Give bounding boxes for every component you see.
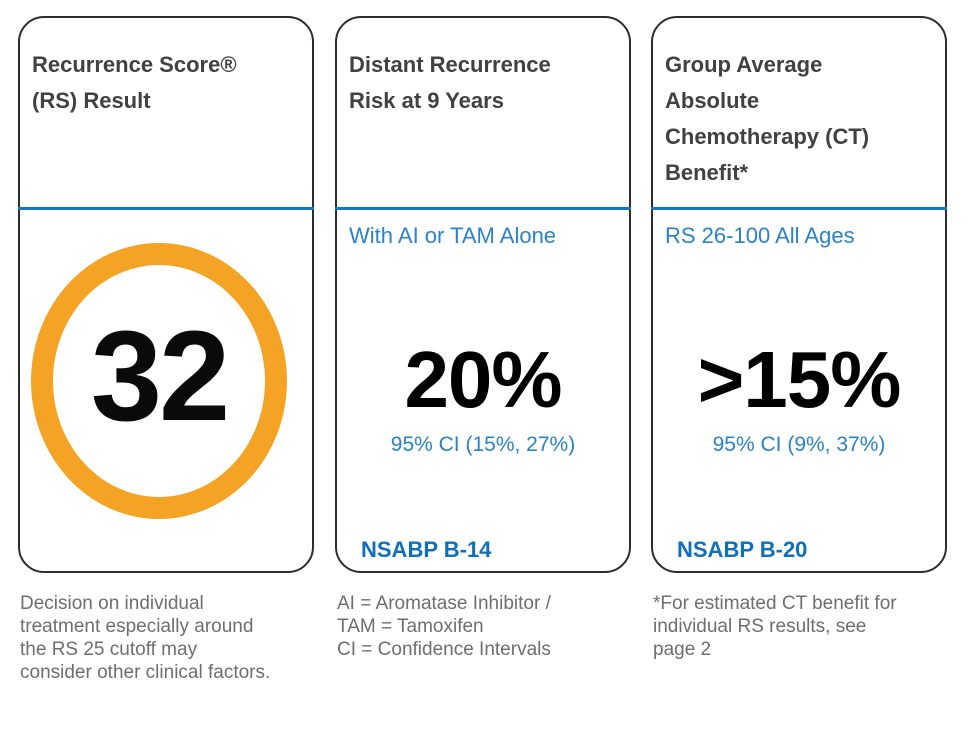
distant-recurrence-risk-value: 20% <box>404 335 562 424</box>
treatment-arm-label: With AI or TAM Alone <box>349 223 557 248</box>
score-circle-icon: 32 <box>31 243 287 519</box>
card-chemotherapy-benefit: Group Average Absolute Chemotherapy (CT)… <box>651 16 947 573</box>
distant-recurrence-title: Distant Recurrence Risk at 9 Years <box>349 52 551 113</box>
footnote-clinical-factors: Decision on individual treatment especia… <box>20 593 271 683</box>
chemotherapy-benefit-title: Group Average Absolute Chemotherapy (CT)… <box>665 52 870 185</box>
card-distant-recurrence-risk: Distant Recurrence Risk at 9 Years With … <box>335 16 631 573</box>
study-reference: NSABP B-14 <box>361 537 492 562</box>
card-divider <box>335 207 631 210</box>
recurrence-score-value: 32 <box>90 305 230 448</box>
rs-group-label: RS 26-100 All Ages <box>665 223 855 248</box>
card-divider <box>651 207 947 210</box>
confidence-interval: 95% CI (15%, 27%) <box>390 433 576 456</box>
chemotherapy-benefit-value: >15% <box>697 335 902 424</box>
footnote-ct-benefit: *For estimated CT benefit for individual… <box>653 593 897 660</box>
card-divider <box>18 207 314 210</box>
footnote-abbreviations: AI = Aromatase Inhibitor / TAM = Tamoxif… <box>337 593 551 660</box>
confidence-interval: 95% CI (9%, 37%) <box>712 433 886 456</box>
recurrence-score-title: Recurrence Score® (RS) Result <box>32 52 237 113</box>
card-recurrence-score: Recurrence Score® (RS) Result 32 <box>18 16 314 573</box>
study-reference: NSABP B-20 <box>677 537 808 562</box>
